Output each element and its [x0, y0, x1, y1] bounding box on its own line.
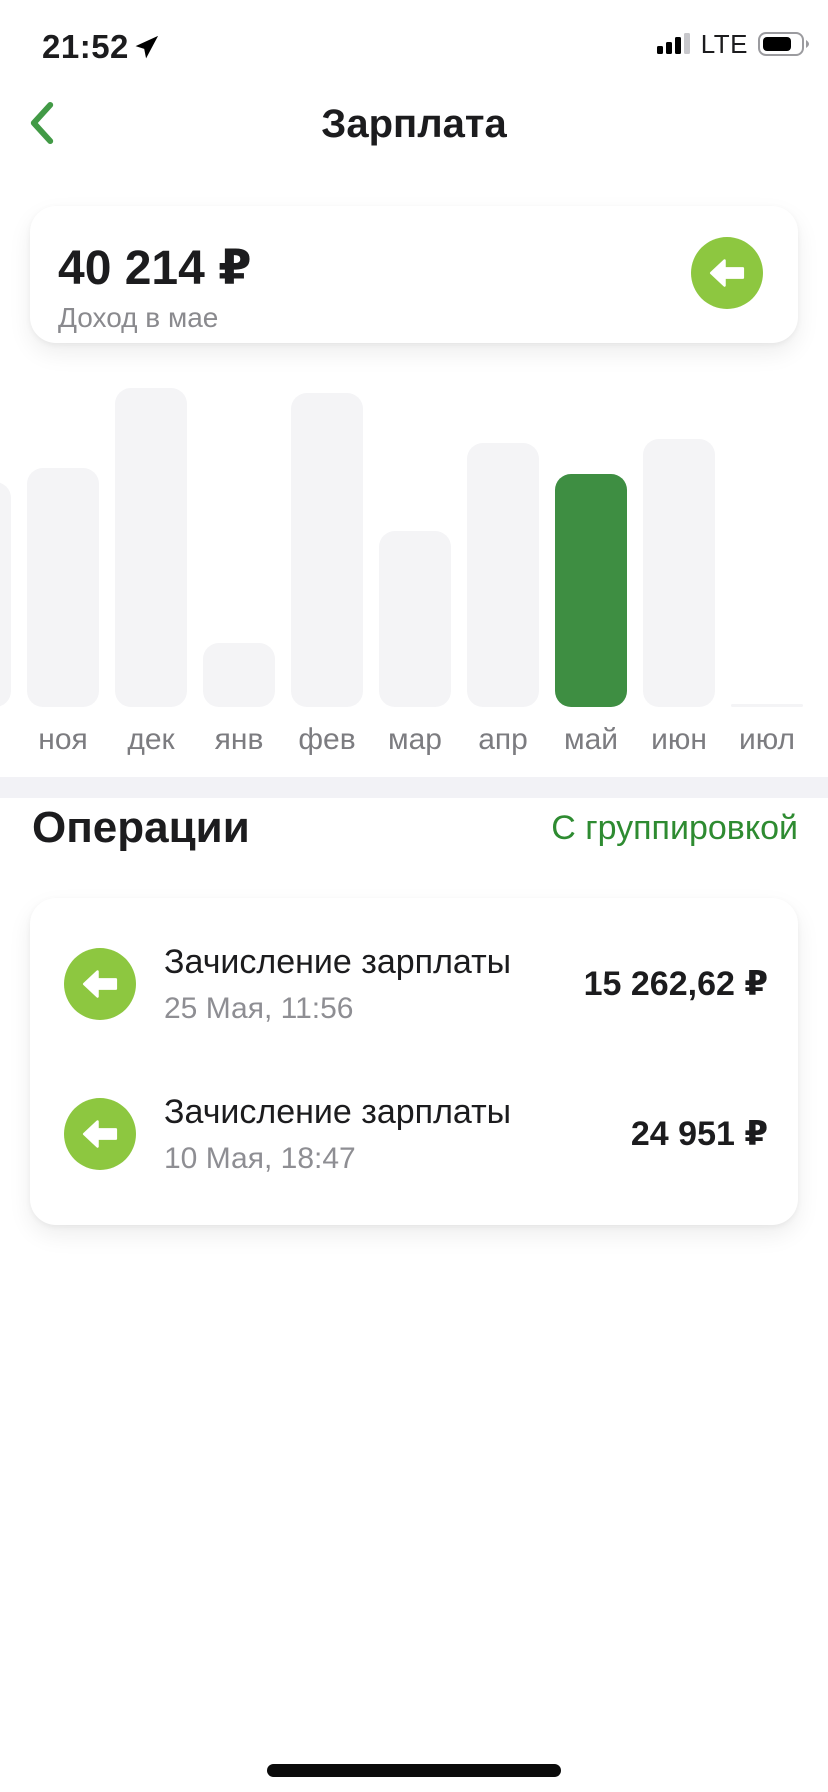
page-title: Зарплата	[321, 102, 507, 146]
chart-bar-мар[interactable]	[379, 531, 451, 707]
month-label-ноя[interactable]: ноя	[38, 723, 88, 756]
chart-bar-апр[interactable]	[467, 443, 539, 707]
operation-datetime: 25 Мая, 11:56	[164, 991, 354, 1025]
month-label-май[interactable]: май	[563, 723, 619, 756]
month-label-июл[interactable]: июл	[738, 723, 796, 756]
battery-icon	[758, 32, 809, 56]
home-indicator[interactable]	[267, 1764, 561, 1777]
operation-row[interactable]: Зачисление зарплаты 25 Мая, 11:56 15 262…	[64, 942, 768, 1025]
back-button[interactable]	[22, 100, 62, 146]
chart-bar-фев[interactable]	[291, 393, 363, 707]
income-summary-card[interactable]: 40 214 ₽ Доход в мае	[30, 206, 798, 343]
operation-title: Зачисление зарплаты	[164, 1092, 512, 1131]
section-divider	[0, 777, 828, 798]
status-time: 21:52	[42, 28, 129, 65]
operations-card: Зачисление зарплаты 25 Мая, 11:56 15 262…	[30, 898, 798, 1225]
location-arrow-icon	[135, 35, 159, 59]
operation-row[interactable]: Зачисление зарплаты 10 Мая, 18:47 24 951…	[64, 1092, 768, 1175]
month-axis-labels: ноя дек янв фев мар апр май июн июл	[0, 720, 828, 760]
monthly-income-bar-chart	[0, 388, 828, 707]
income-arrow-icon	[64, 1098, 136, 1170]
chart-bar-offscreen[interactable]	[0, 482, 11, 707]
month-label-янв[interactable]: янв	[214, 723, 264, 756]
income-arrow-icon	[691, 237, 763, 309]
month-label-мар[interactable]: мар	[388, 723, 442, 756]
income-amount: 40 214 ₽	[58, 242, 252, 295]
network-type-label: LTE	[700, 28, 748, 59]
grouping-toggle-link[interactable]: С группировкой	[551, 808, 798, 847]
operations-section-title: Операции	[32, 803, 250, 852]
income-arrow-icon	[64, 948, 136, 1020]
operation-amount: 24 951 ₽	[630, 1115, 768, 1153]
month-label-июн[interactable]: июн	[651, 723, 707, 756]
month-label-дек[interactable]: дек	[127, 723, 175, 756]
month-label-фев[interactable]: фев	[298, 723, 356, 756]
chart-bar-июл[interactable]	[731, 704, 803, 707]
chart-bar-июн[interactable]	[643, 439, 715, 707]
chart-bar-ноя[interactable]	[27, 468, 99, 707]
signal-strength-icon	[656, 33, 690, 54]
chart-bar-дек[interactable]	[115, 388, 187, 707]
operation-amount: 15 262,62 ₽	[583, 965, 768, 1003]
chart-bar-янв[interactable]	[203, 643, 275, 707]
income-subtitle: Доход в мае	[58, 302, 219, 333]
month-label-апр[interactable]: апр	[478, 723, 528, 756]
chart-bar-май[interactable]	[555, 474, 627, 707]
operation-title: Зачисление зарплаты	[164, 942, 512, 981]
operation-datetime: 10 Мая, 18:47	[164, 1141, 356, 1175]
